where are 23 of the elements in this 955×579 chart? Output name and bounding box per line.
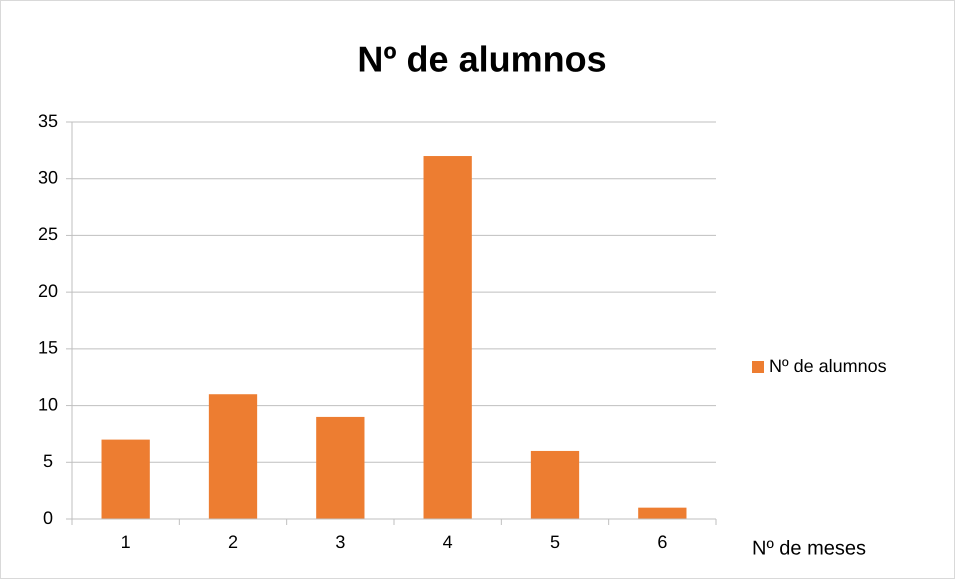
y-tick-label: 25	[38, 224, 58, 244]
y-tick-label: 5	[42, 451, 54, 472]
x-tick-label: 4	[442, 532, 453, 552]
y-tick-label: 15	[38, 338, 58, 358]
x-tick-label: 6	[657, 532, 668, 552]
x-tick-label: 1	[120, 532, 131, 552]
y-tick-label: 0	[42, 508, 54, 528]
y-tick-label: 35	[38, 110, 58, 131]
bar	[208, 394, 258, 519]
x-tick-label: 3	[335, 532, 346, 552]
x-tick-label: 2	[228, 532, 238, 552]
chart-title: Nº de alumnos	[357, 38, 607, 80]
x-axis-title: Nº de meses	[752, 537, 866, 560]
bar	[316, 416, 364, 519]
x-tick-label: 5	[550, 532, 560, 552]
bar	[102, 440, 150, 519]
bar	[530, 450, 580, 519]
y-tick-label: 30	[38, 167, 58, 188]
y-tick-label: 10	[38, 394, 58, 414]
bar	[638, 508, 686, 519]
bar	[424, 156, 472, 519]
legend-label: Nº de alumnos	[769, 356, 887, 376]
y-tick-label: 20	[38, 280, 58, 301]
